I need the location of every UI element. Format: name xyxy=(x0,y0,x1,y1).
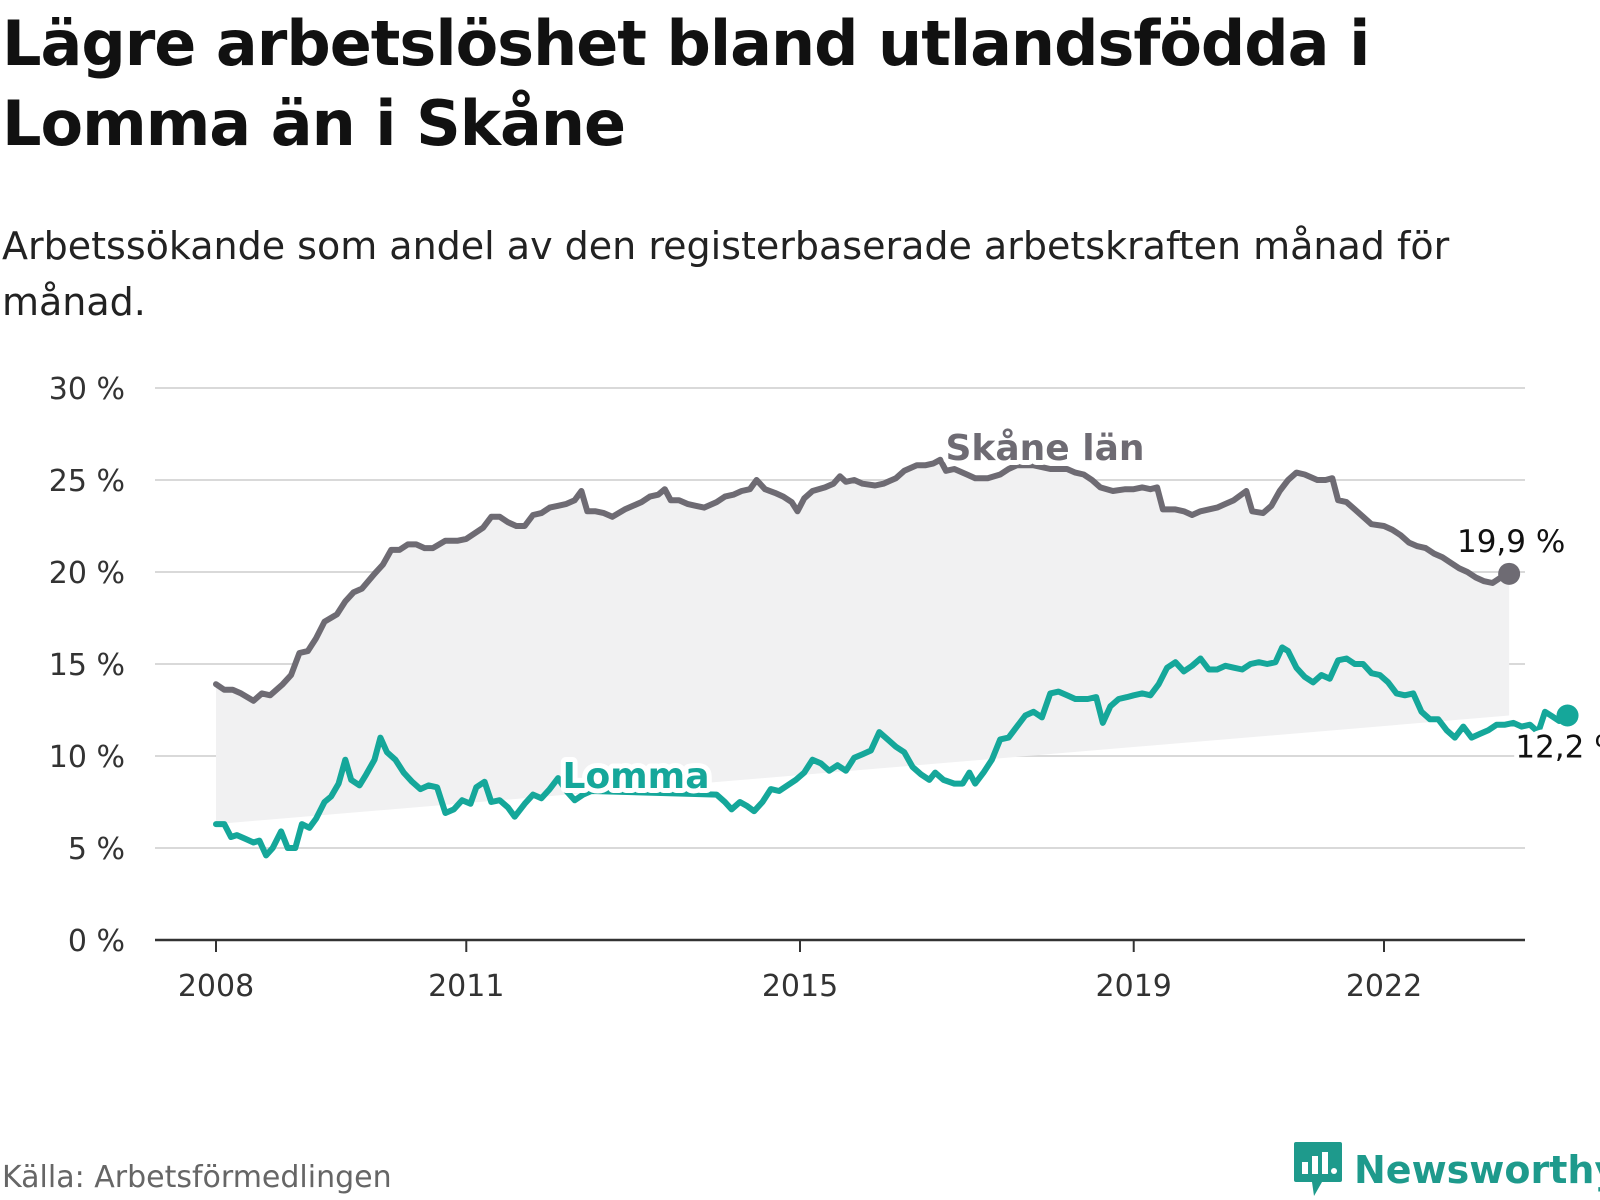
axes: 0 % 5 % 10 % 15 % 20 % 25 % 30 % 2008 2011 2015 20… xyxy=(49,372,1525,1004)
line-chart: 0 % 5 % 10 % 15 % 20 % 25 % 30 % 2008 2011 2015 20… xyxy=(49,372,1600,1004)
chart-subtitle: Arbetssökande som andel av den registerb… xyxy=(2,224,1450,324)
svg-text:Skåne län: Skåne län xyxy=(945,428,1144,469)
svg-text:19,9 %: 19,9 % xyxy=(1457,524,1565,560)
range-band xyxy=(216,459,1510,825)
svg-text:12,2 %: 12,2 % xyxy=(1515,730,1600,766)
source-note: Källa: Arbetsförmedlingen xyxy=(2,1160,392,1195)
y-tick-label: 5 % xyxy=(68,832,125,867)
lomma-end-point xyxy=(1556,704,1579,727)
x-tick-label: 2019 xyxy=(1096,969,1172,1004)
svg-text:Lomma: Lomma xyxy=(563,756,710,797)
brand-name: Newsworthy xyxy=(1354,1148,1600,1192)
svg-text:19,9 %: 19,9 % xyxy=(1457,524,1565,560)
svg-text:Lomma: Lomma xyxy=(563,756,710,797)
y-tick-label: 25 % xyxy=(49,464,125,499)
newsworthy-logo-icon xyxy=(1294,1142,1342,1196)
x-tick-label: 2015 xyxy=(762,969,838,1004)
lomma-line xyxy=(213,644,1571,859)
y-tick-label: 15 % xyxy=(49,648,125,683)
skane-end-point xyxy=(1498,562,1521,585)
chart-title: Lägre arbetslöshet bland utlandsfödda i … xyxy=(2,7,1370,160)
skane-end-value-label: 19,9 %19,9 % xyxy=(1452,519,1570,565)
svg-text:Skåne län: Skåne län xyxy=(945,428,1144,469)
x-tick-label: 2011 xyxy=(428,969,504,1004)
x-tick-label: 2008 xyxy=(178,969,254,1004)
skane-line xyxy=(213,456,1513,704)
svg-text:12,2 %: 12,2 % xyxy=(1515,730,1600,766)
range-band-area xyxy=(216,459,1510,825)
x-tick-label: 2022 xyxy=(1346,969,1422,1004)
y-tick-label: 30 % xyxy=(49,372,125,407)
lomma-end-value-label: 12,2 %12,2 % xyxy=(1510,725,1600,771)
y-tick-label: 10 % xyxy=(49,740,125,775)
series-lines xyxy=(213,456,1579,859)
y-tick-label: 20 % xyxy=(49,556,125,591)
y-tick-label: 0 % xyxy=(68,924,125,959)
brand-logo: Newsworthy xyxy=(1292,1140,1600,1200)
